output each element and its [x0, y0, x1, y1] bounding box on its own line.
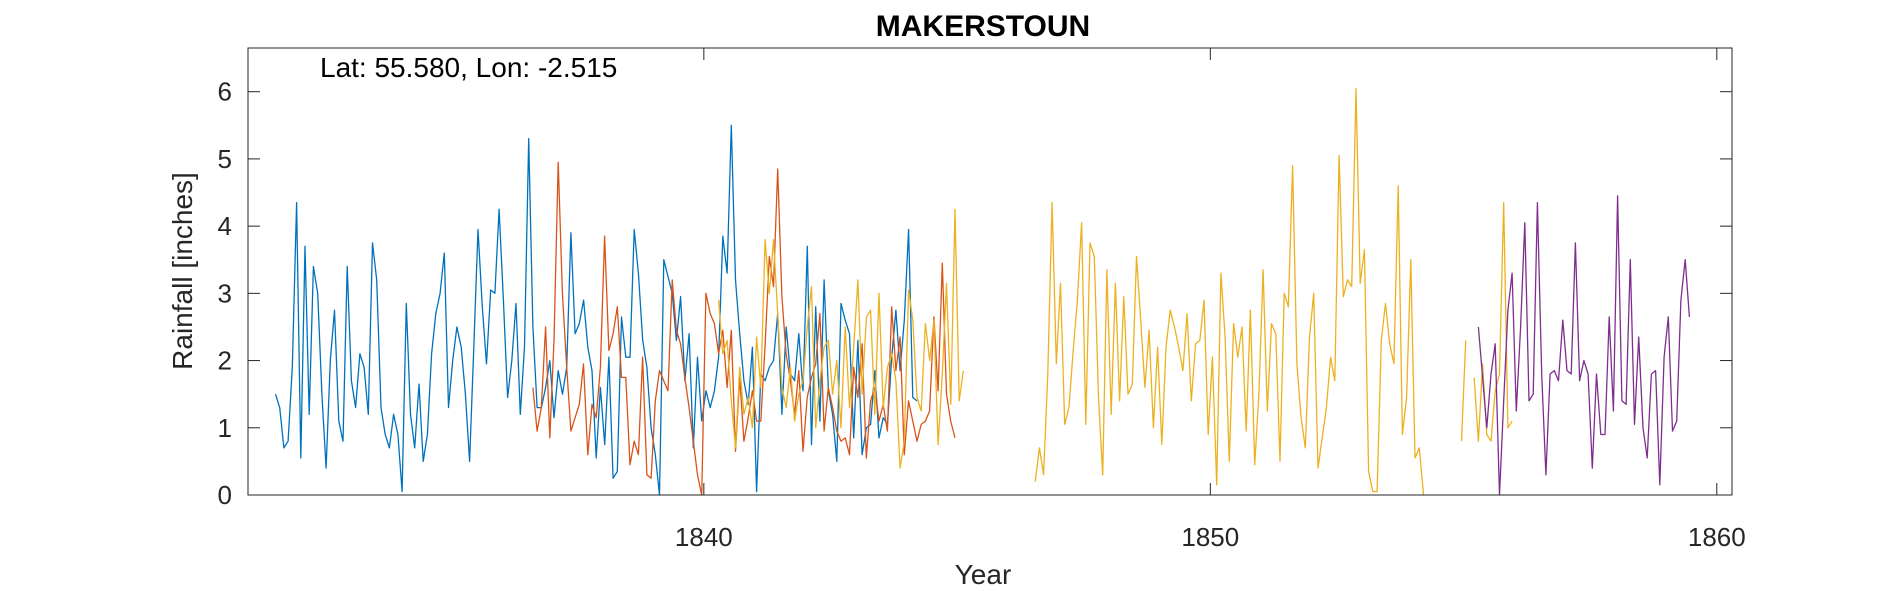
axes-box — [247, 47, 1733, 496]
y-tick-label: 4 — [218, 211, 232, 241]
x-tick-label: 1860 — [1688, 522, 1746, 552]
series-line-4 — [1477, 195, 1691, 496]
series-layer — [274, 87, 1691, 496]
chart-title: MAKERSTOUN — [876, 10, 1090, 43]
y-tick-label: 0 — [218, 480, 232, 510]
y-axis-label: Rainfall [inches] — [167, 172, 198, 370]
tick-layer: 1840 1850 1860 0 1 2 3 4 5 6 — [218, 48, 1746, 552]
series-line-1 — [274, 124, 918, 496]
y-tick-label: 2 — [218, 346, 232, 376]
plot-area — [248, 48, 1732, 495]
x-tick-label: 1840 — [675, 522, 733, 552]
x-axis-label: Year — [955, 559, 1012, 590]
y-tick-label: 3 — [218, 278, 232, 308]
y-tick-label: 6 — [218, 77, 232, 107]
location-annotation: Lat: 55.580, Lon: -2.515 — [320, 52, 617, 83]
x-tick-label: 1850 — [1181, 522, 1239, 552]
series-line-2 — [532, 161, 956, 496]
y-tick-label: 5 — [218, 144, 232, 174]
series-line-3 — [717, 87, 1513, 496]
y-tick-label: 1 — [218, 413, 232, 443]
